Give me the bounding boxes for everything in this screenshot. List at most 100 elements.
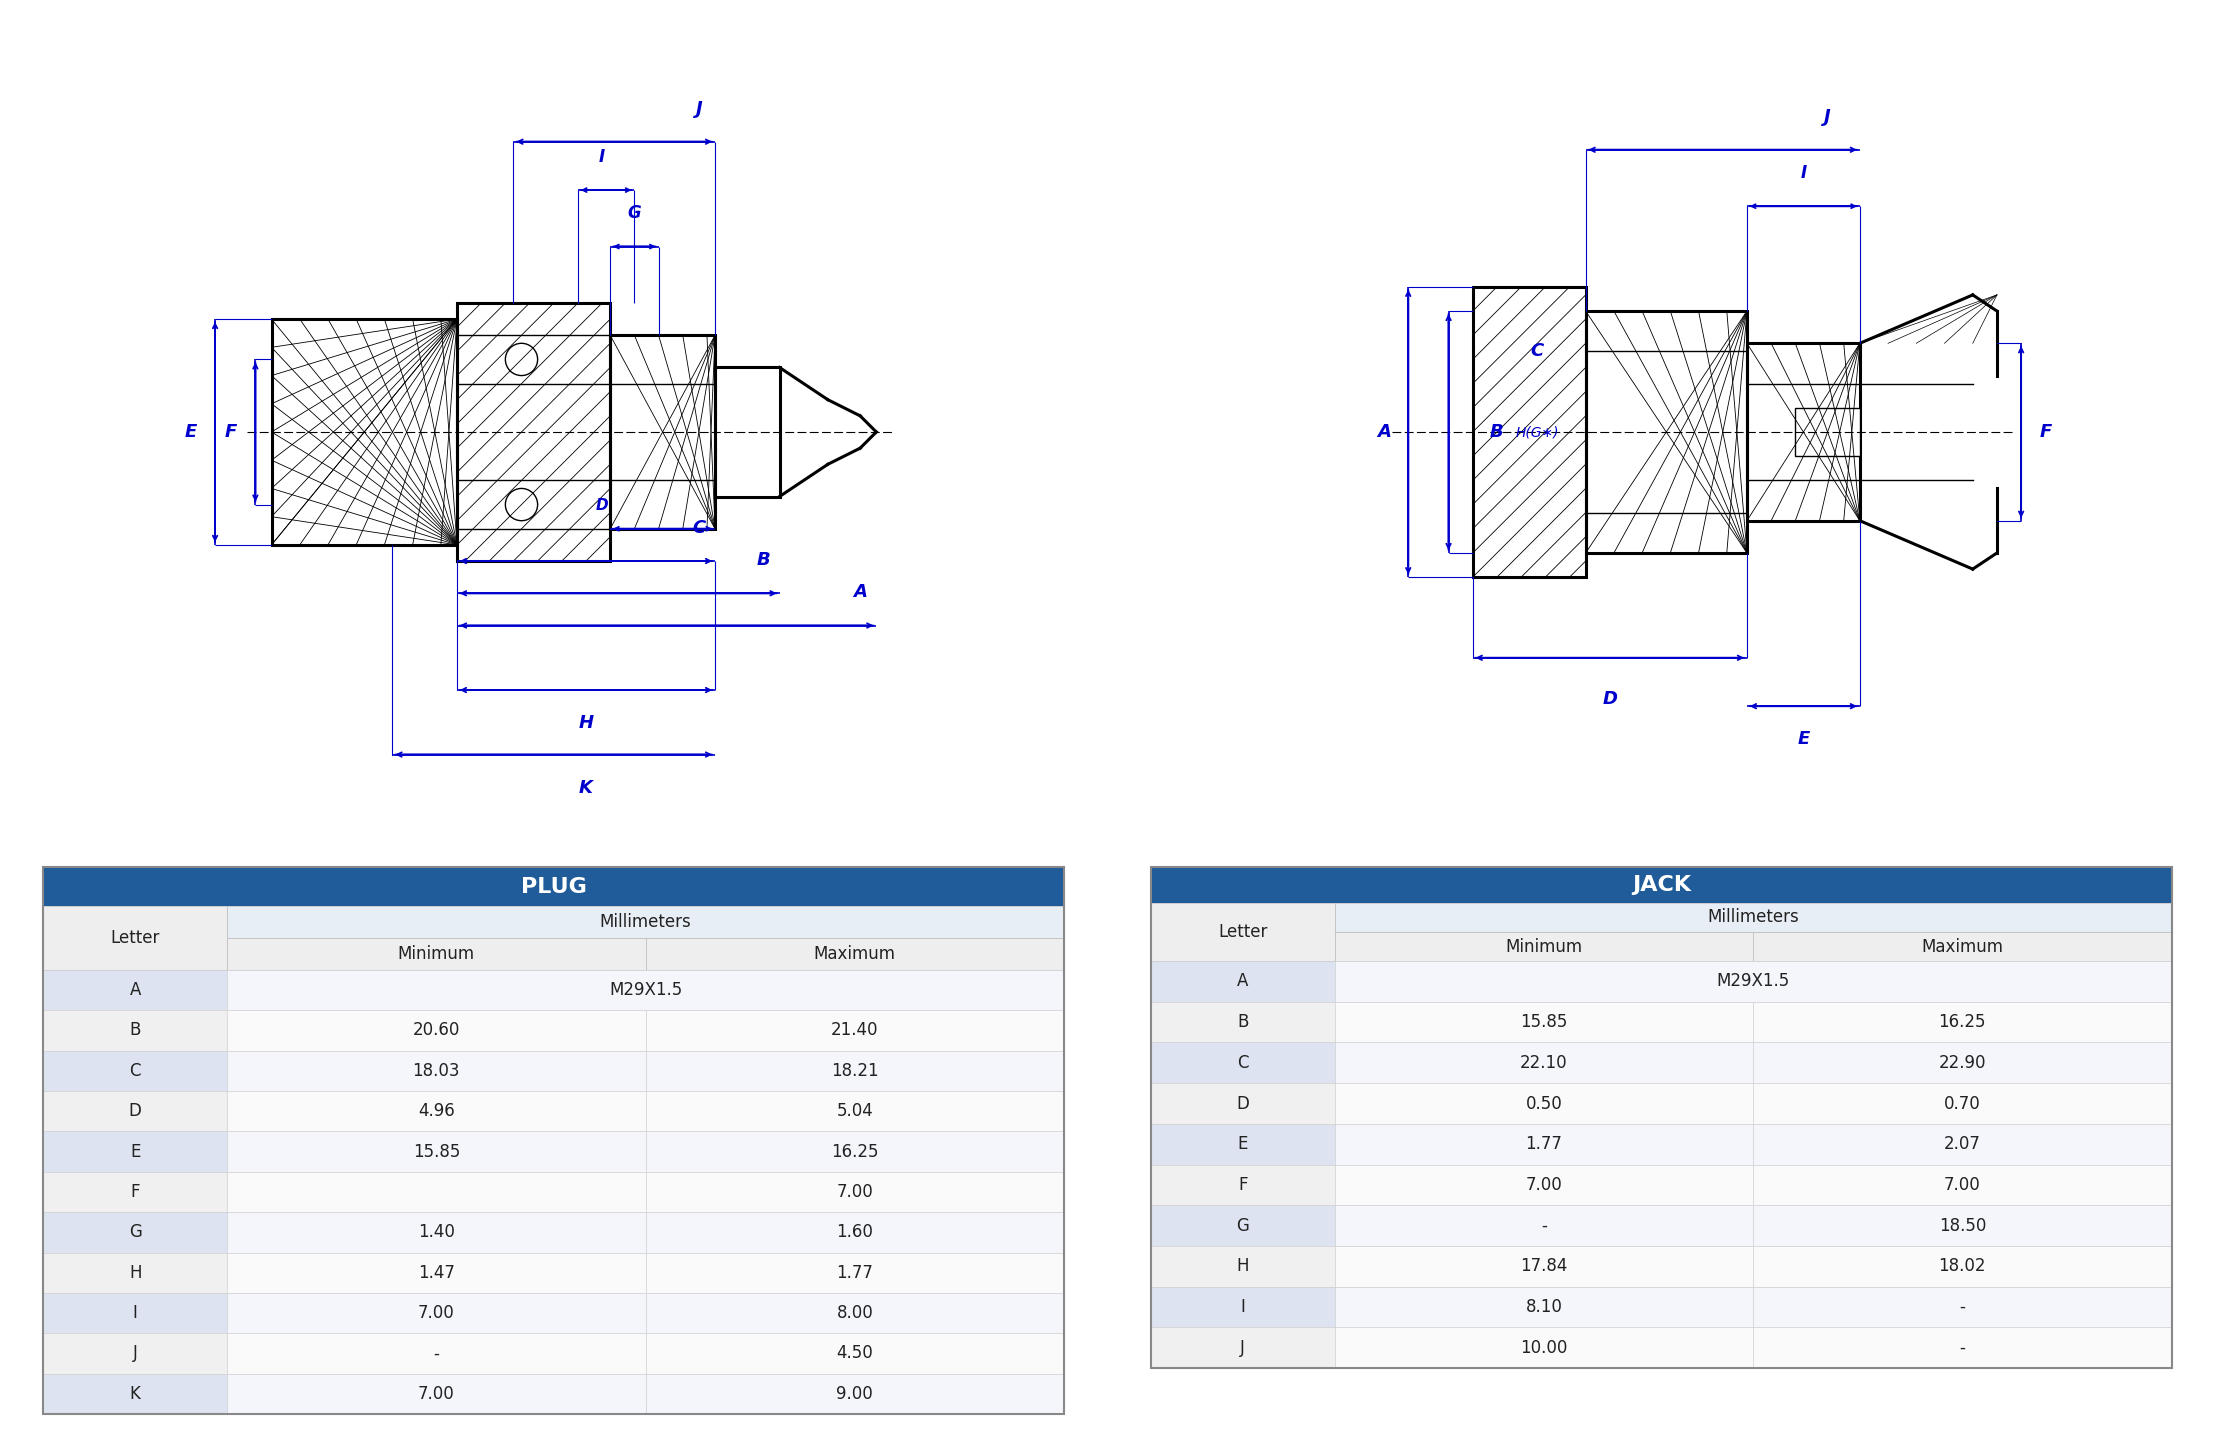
Text: F: F (131, 1182, 140, 1201)
Bar (1336, 1083, 1752, 1123)
Bar (228, 937, 645, 969)
Text: Minimum: Minimum (1506, 937, 1582, 956)
Bar (1152, 903, 1336, 960)
Text: A: A (853, 583, 866, 602)
Text: 22.90: 22.90 (1938, 1054, 1987, 1071)
Bar (645, 937, 1063, 969)
Text: Letter: Letter (111, 929, 159, 948)
Text: C: C (1531, 343, 1544, 360)
Bar (44, 1212, 228, 1253)
Bar (44, 1253, 228, 1293)
Text: M29X1.5: M29X1.5 (609, 981, 682, 999)
Text: 20.60: 20.60 (412, 1021, 461, 1040)
Circle shape (505, 488, 538, 521)
Text: 18.50: 18.50 (1938, 1217, 1987, 1234)
Bar (1152, 1328, 1336, 1368)
Text: H: H (128, 1264, 142, 1282)
Bar (645, 1374, 1063, 1414)
Text: 7.00: 7.00 (419, 1385, 454, 1403)
Bar (1752, 1043, 2171, 1083)
Bar (1336, 1246, 1752, 1286)
Bar (228, 1009, 645, 1051)
Text: 8.10: 8.10 (1526, 1297, 1562, 1316)
Bar (44, 906, 228, 969)
Bar (1586, 311, 1748, 553)
Text: 8.00: 8.00 (837, 1305, 873, 1322)
Text: A: A (1238, 972, 1249, 991)
Bar (228, 1293, 645, 1333)
Bar (1752, 1165, 2171, 1205)
Circle shape (505, 343, 538, 376)
Text: Maximum: Maximum (813, 945, 895, 963)
Text: 0.70: 0.70 (1945, 1094, 1980, 1113)
Text: JACK: JACK (1632, 876, 1690, 894)
Text: 18.03: 18.03 (412, 1061, 461, 1080)
Text: J: J (133, 1345, 137, 1362)
Text: Letter: Letter (1218, 923, 1267, 940)
Bar (645, 1293, 1063, 1333)
Text: B: B (1238, 1014, 1249, 1031)
Bar (1336, 1043, 1752, 1083)
Text: 1.77: 1.77 (1526, 1135, 1562, 1153)
Text: 9.00: 9.00 (837, 1385, 873, 1403)
Text: 1.60: 1.60 (837, 1224, 873, 1241)
Text: 2.07: 2.07 (1945, 1135, 1980, 1153)
Text: -: - (434, 1345, 439, 1362)
Text: K: K (578, 779, 594, 796)
Text: -: - (1960, 1339, 1965, 1356)
Text: I: I (1240, 1297, 1245, 1316)
Text: 4.96: 4.96 (419, 1102, 454, 1120)
Bar (228, 1374, 645, 1414)
Text: 7.00: 7.00 (1526, 1176, 1562, 1194)
Text: 1.77: 1.77 (837, 1264, 873, 1282)
Bar (44, 1092, 228, 1132)
Bar (1473, 287, 1586, 577)
Bar (1152, 1165, 1336, 1205)
Bar (228, 969, 1063, 1009)
Text: 21.40: 21.40 (831, 1021, 879, 1040)
Text: B: B (1491, 423, 1504, 441)
Text: I: I (1801, 164, 1807, 181)
Text: I: I (598, 148, 605, 166)
Bar (645, 1212, 1063, 1253)
Bar (44, 1009, 228, 1051)
Text: B: B (131, 1021, 142, 1040)
Text: E: E (131, 1142, 140, 1161)
Text: C: C (693, 518, 707, 537)
Text: 4.50: 4.50 (837, 1345, 873, 1362)
Bar (1752, 1246, 2171, 1286)
Text: J: J (696, 99, 702, 118)
Bar (1752, 1083, 2171, 1123)
Text: G: G (1236, 1217, 1249, 1234)
Text: K: K (131, 1385, 142, 1403)
Bar (1752, 1002, 2171, 1043)
Bar (645, 1132, 1063, 1172)
Bar (1336, 1328, 1752, 1368)
Text: F: F (1238, 1176, 1247, 1194)
Bar (44, 1132, 228, 1172)
Text: I: I (133, 1305, 137, 1322)
Text: E: E (1238, 1135, 1247, 1153)
Bar (645, 1092, 1063, 1132)
Text: Millimeters: Millimeters (600, 913, 691, 932)
Text: F: F (226, 423, 237, 441)
Text: 7.00: 7.00 (837, 1182, 873, 1201)
Text: D: D (1601, 690, 1617, 708)
Text: B: B (758, 552, 771, 569)
Text: H(G∗): H(G∗) (1515, 425, 1559, 439)
Bar (1752, 1205, 2171, 1246)
Bar (715, 367, 780, 497)
Text: 22.10: 22.10 (1519, 1054, 1568, 1071)
Bar (1152, 1205, 1336, 1246)
Text: 1.47: 1.47 (419, 1264, 454, 1282)
Bar (1336, 1123, 1752, 1165)
Bar (1152, 1123, 1336, 1165)
Bar (1796, 408, 1861, 456)
Text: 1.40: 1.40 (419, 1224, 454, 1241)
Text: C: C (1236, 1054, 1249, 1071)
Bar (1752, 932, 2171, 960)
Text: 16.25: 16.25 (831, 1142, 879, 1161)
Text: Maximum: Maximum (1920, 937, 2002, 956)
Text: 16.25: 16.25 (1938, 1014, 1987, 1031)
Bar (1152, 1002, 1336, 1043)
